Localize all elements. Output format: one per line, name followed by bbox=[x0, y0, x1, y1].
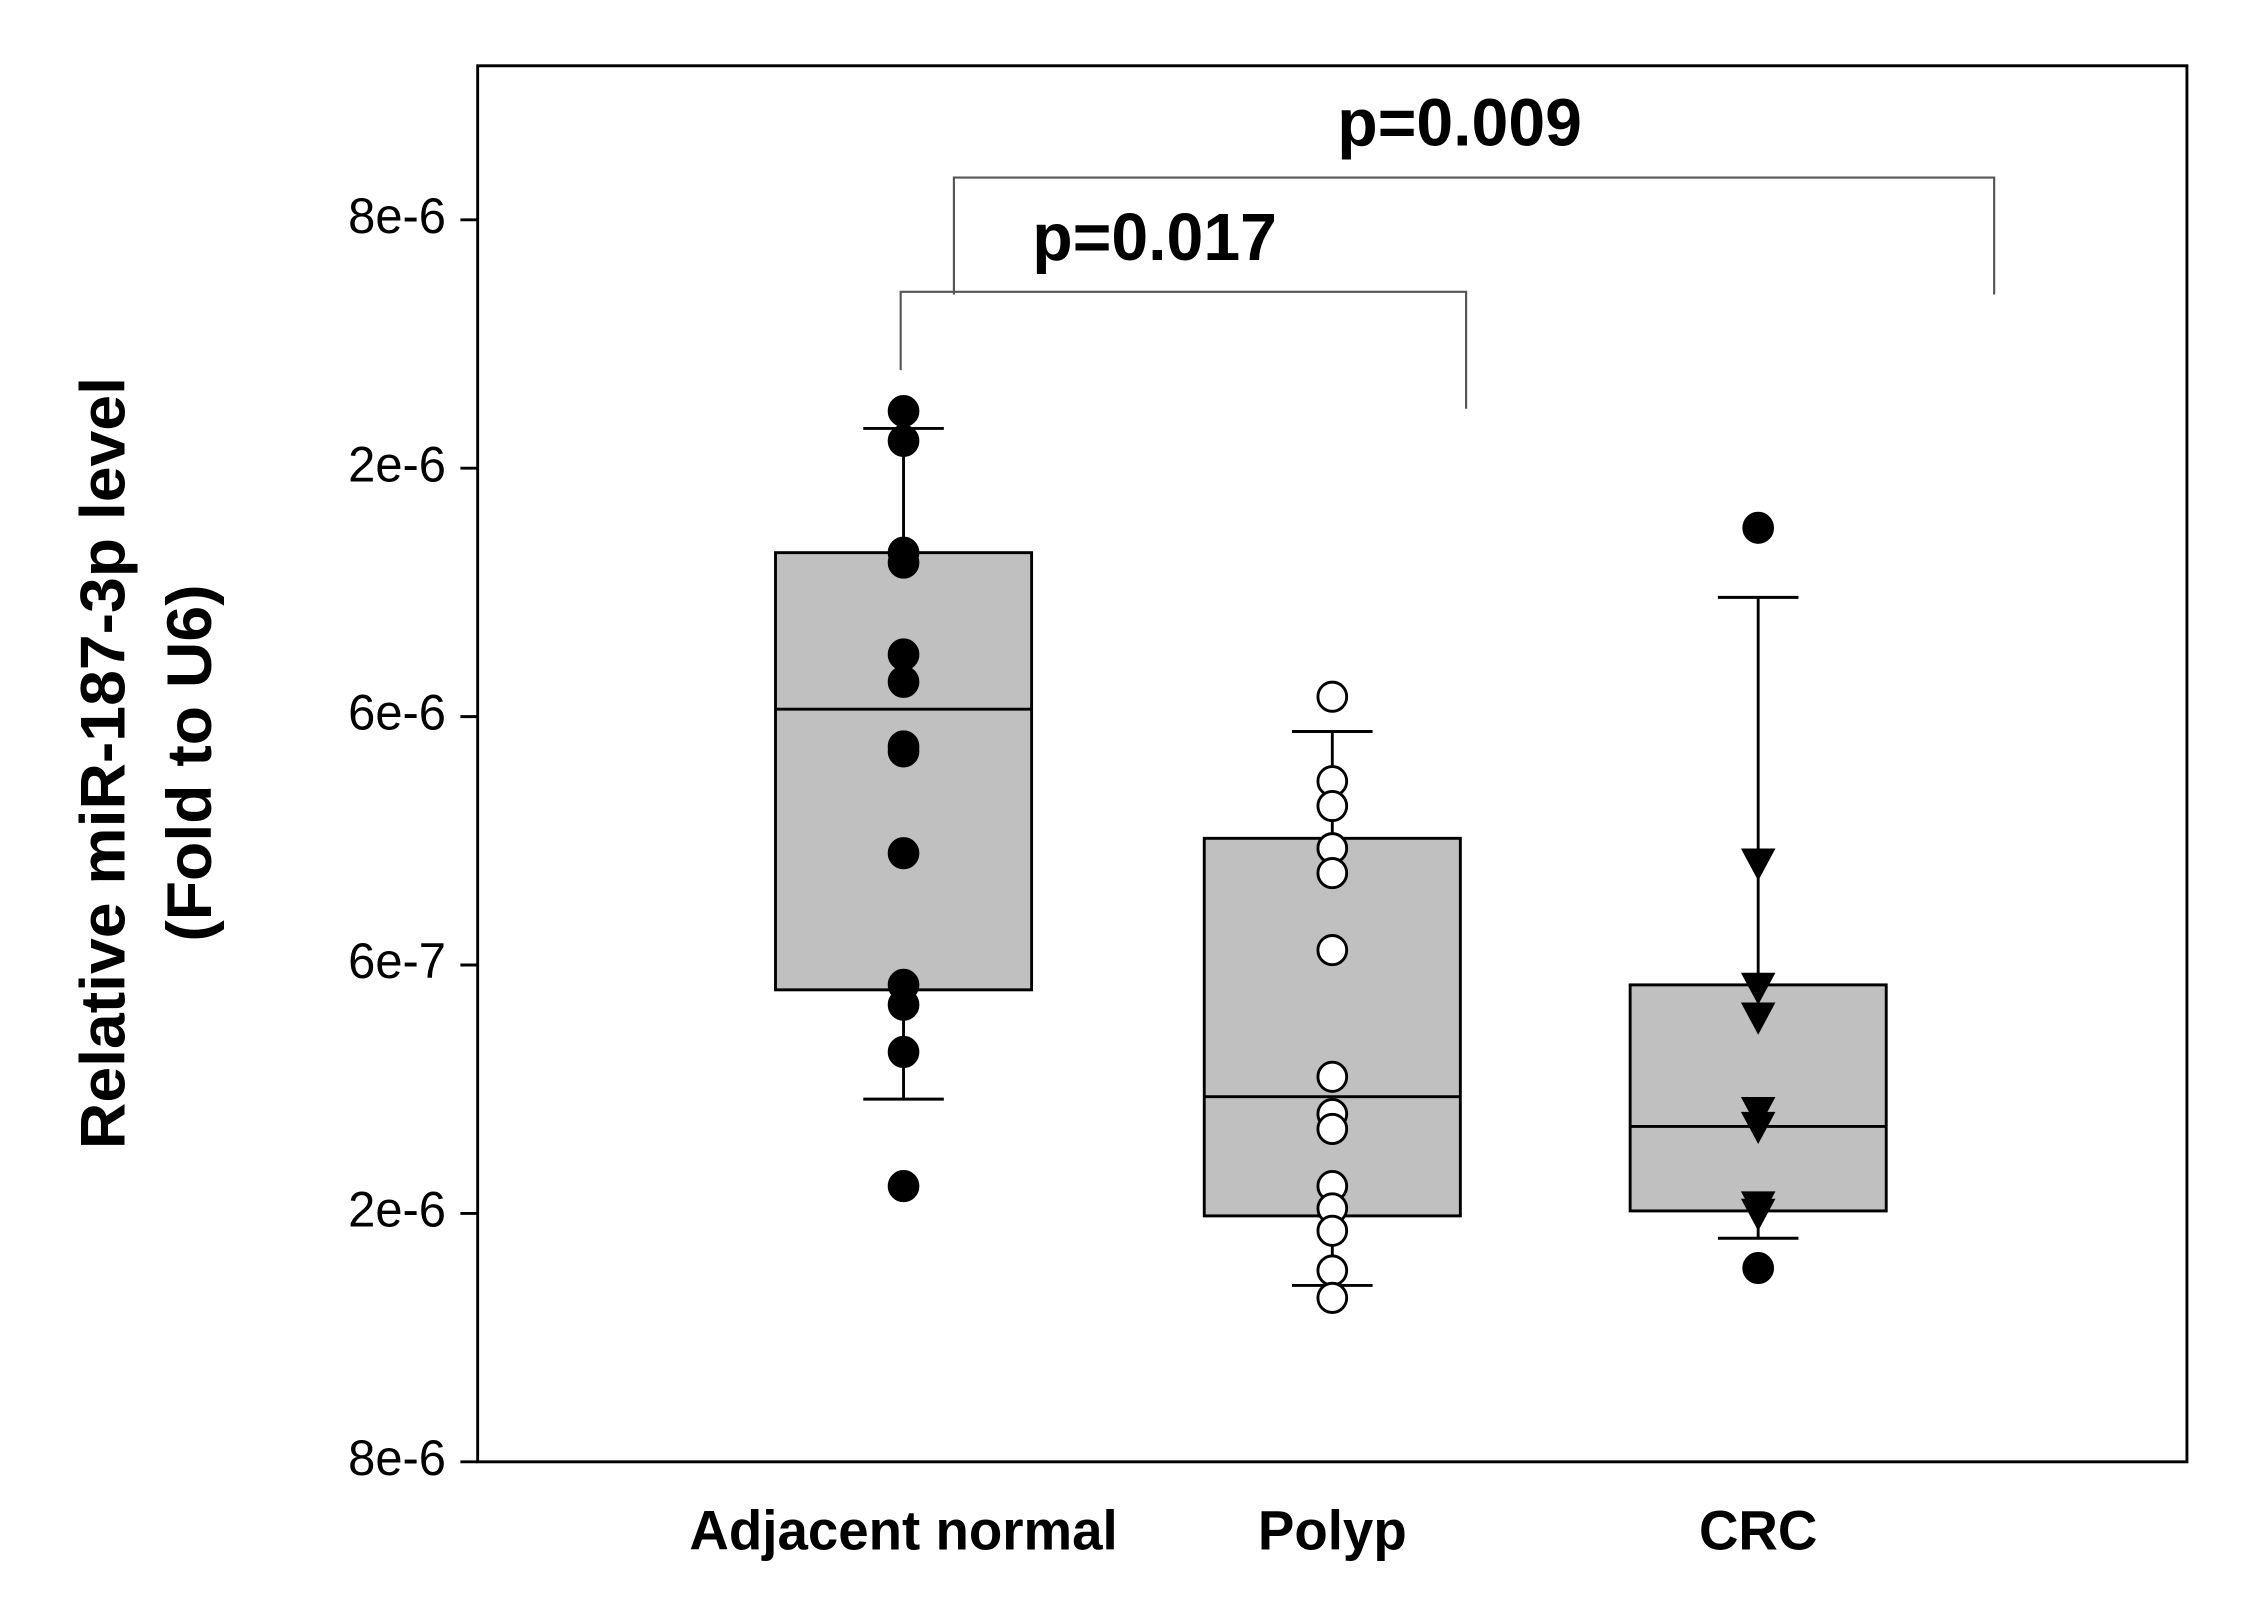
point bbox=[887, 546, 920, 579]
y-tick-label: 6e-7 bbox=[348, 934, 446, 989]
p-value: p=0.009 bbox=[1337, 86, 1582, 161]
point bbox=[1316, 1254, 1349, 1287]
p-value: p=0.017 bbox=[1032, 200, 1277, 275]
y-tick-label: 8e-6 bbox=[348, 189, 446, 244]
point bbox=[1316, 1112, 1349, 1146]
point bbox=[1740, 972, 1776, 1005]
point bbox=[1316, 1281, 1349, 1314]
point bbox=[887, 735, 920, 768]
point bbox=[1316, 934, 1349, 967]
point bbox=[887, 665, 920, 698]
point bbox=[1740, 1111, 1776, 1145]
point bbox=[887, 1170, 920, 1203]
plot-frame bbox=[476, 64, 2189, 1464]
y-tick-label: 8e-6 bbox=[348, 1431, 446, 1486]
y-label-line: Relative miR-187-3p level bbox=[67, 377, 138, 1149]
point bbox=[887, 988, 920, 1021]
point bbox=[887, 424, 920, 457]
y-tick-label: 2e-6 bbox=[348, 1182, 446, 1237]
x-tick-label: Adjacent normal bbox=[689, 1499, 1117, 1561]
y-tick-label: 2e-6 bbox=[348, 437, 446, 492]
significance-bracket bbox=[952, 176, 1996, 295]
point bbox=[1316, 857, 1349, 890]
x-tick-label: CRC bbox=[1699, 1499, 1817, 1561]
point bbox=[887, 837, 920, 870]
point bbox=[887, 638, 920, 671]
point bbox=[1316, 680, 1349, 713]
y-label-line: (Fold to U6) bbox=[153, 584, 224, 941]
point bbox=[1740, 1002, 1776, 1035]
point bbox=[1316, 789, 1349, 823]
point bbox=[887, 1035, 920, 1069]
point bbox=[1316, 1214, 1349, 1247]
x-tick-label: Polyp bbox=[1258, 1499, 1407, 1561]
point bbox=[887, 394, 920, 428]
significance-bracket bbox=[899, 290, 1468, 409]
box bbox=[1202, 836, 1462, 1218]
point bbox=[1742, 511, 1775, 544]
y-axis-label: Relative miR-187-3p level (Fold to U6) bbox=[67, 377, 225, 1149]
point bbox=[1740, 848, 1776, 881]
point bbox=[1742, 1251, 1775, 1285]
box bbox=[774, 551, 1034, 992]
point bbox=[1316, 1060, 1349, 1093]
point bbox=[1740, 1198, 1776, 1231]
y-tick-label: 6e-6 bbox=[348, 685, 446, 740]
